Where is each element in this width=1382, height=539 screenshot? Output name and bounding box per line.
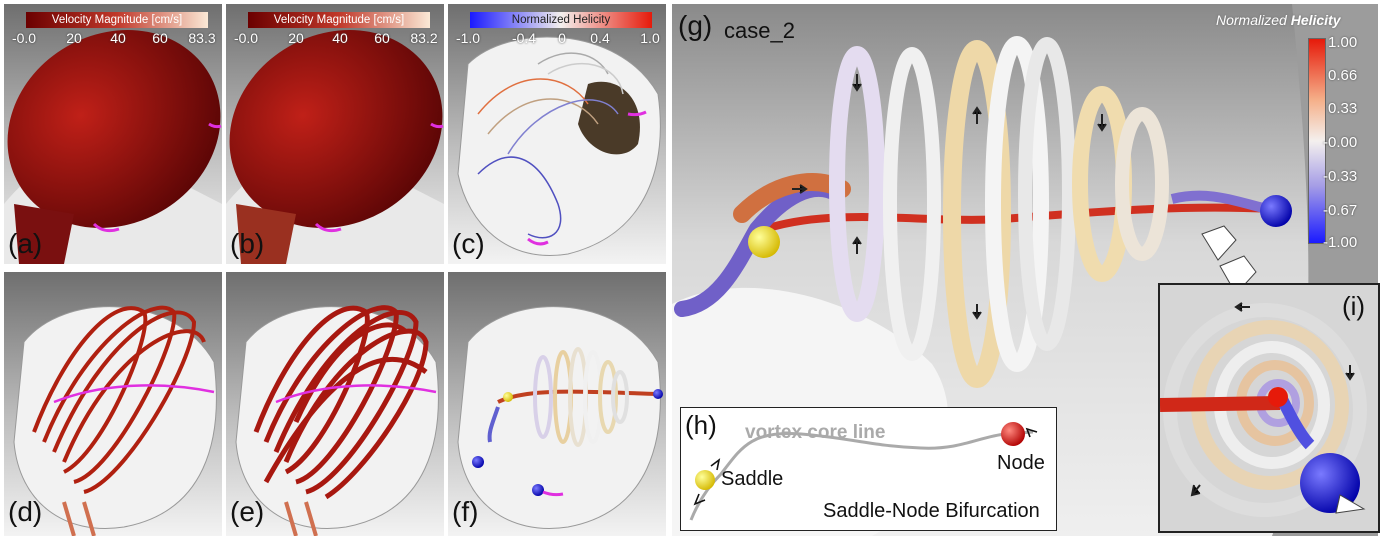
- tick: 83.2: [410, 30, 438, 46]
- panel-label: (c): [452, 228, 485, 259]
- tick: 40: [110, 30, 126, 46]
- core-line-label: vortex core line: [745, 422, 886, 443]
- tick: -0.4: [511, 30, 537, 46]
- panel-d: (d): [4, 272, 222, 536]
- saddle-label: Saddle: [721, 468, 784, 490]
- panel-label: (d): [8, 496, 43, 527]
- panel-a: Velocity Magnitude [cm/s] -0.0 20 40 60 …: [4, 4, 222, 264]
- helicity-colorbar: [1308, 38, 1326, 244]
- colorbar-velocity: Velocity Magnitude [cm/s]: [26, 12, 208, 28]
- legend-tick: -0.00: [1323, 134, 1358, 151]
- ribbon-arrows: [792, 74, 1107, 320]
- panel-label: (b): [230, 228, 265, 259]
- panel-f: (f): [448, 272, 666, 536]
- node-point: [653, 389, 663, 399]
- node-point: [1260, 195, 1292, 227]
- panel-c-render: [448, 4, 666, 264]
- legend-tick: -1.00: [1323, 234, 1358, 251]
- core-line-curve: [689, 430, 1034, 521]
- tick: 1.0: [640, 30, 660, 46]
- vortex-tubes: [253, 305, 429, 500]
- colorbar-ticks: -1.0 -0.4 0 0.4 1.0: [452, 30, 664, 48]
- legend-tick: 0.33: [1328, 100, 1358, 117]
- node-label: Node: [997, 452, 1045, 474]
- tick: -0.0: [233, 30, 259, 46]
- colorbar-title: Velocity Magnitude [cm/s]: [51, 14, 183, 26]
- tick: 0: [558, 30, 566, 46]
- legend-tick: -0.67: [1323, 202, 1358, 219]
- tick: 83.3: [188, 30, 216, 46]
- tick: 60: [152, 30, 168, 46]
- panel-h: (h) vortex core line Saddle Node Saddle-…: [680, 407, 1057, 531]
- colorbar-velocity: Velocity Magnitude [cm/s]: [248, 12, 430, 28]
- saddle-point: [748, 226, 780, 258]
- panel-label: (g): [678, 10, 713, 41]
- tick: -1.0: [455, 30, 481, 46]
- bifurcation-schematic: [689, 422, 1038, 521]
- tick: 20: [66, 30, 82, 46]
- panel-f-render: [448, 272, 666, 536]
- panel-label: (a): [8, 228, 43, 259]
- panel-a-render: [4, 4, 222, 264]
- streamline-bundle: [7, 30, 221, 228]
- colorbar-helicity: Normalized Helicity: [470, 12, 652, 28]
- tick: 0.4: [590, 30, 610, 46]
- cut-curve: [53, 384, 215, 404]
- panel-label: (i): [1342, 291, 1366, 321]
- node-sphere: [1001, 422, 1025, 446]
- panel-label: (h): [685, 410, 717, 440]
- panel-e-render: [226, 272, 444, 536]
- helical-ribbons: [533, 347, 629, 447]
- tick: -0.0: [11, 30, 37, 46]
- caption: Saddle-Node Bifurcation: [823, 500, 1040, 522]
- helicity-streamlines: [477, 52, 624, 239]
- case-name: case_2: [724, 18, 795, 43]
- cut-curve: [92, 222, 120, 233]
- panel-label: (f): [452, 496, 479, 527]
- legend-tick: 1.00: [1328, 34, 1358, 51]
- panel-b-render: [226, 4, 444, 264]
- legend-title: Normalized Helicity: [1216, 12, 1341, 28]
- saddle-sphere: [695, 470, 715, 490]
- cut-curve: [314, 222, 342, 233]
- panel-i-render: [1160, 285, 1378, 531]
- cut-curve: [275, 384, 437, 404]
- tick: 20: [288, 30, 304, 46]
- colorbar-title: Velocity Magnitude [cm/s]: [273, 14, 405, 26]
- panel-i: (i): [1158, 283, 1380, 533]
- colorbar-ticks: -0.0 20 40 60 83.3: [8, 30, 220, 48]
- panel-label: (e): [230, 496, 265, 527]
- vortex-tubes: [32, 305, 206, 494]
- legend-title-bold: Helicity: [1290, 12, 1341, 28]
- colorbar-title: Normalized Helicity: [511, 14, 611, 26]
- legend-tick: -0.33: [1323, 168, 1358, 185]
- legend-title-normal: Normalized: [1216, 12, 1291, 28]
- panel-e: (e): [226, 272, 444, 536]
- saddle-point: [503, 392, 513, 402]
- tick: 40: [332, 30, 348, 46]
- ribbon-arrows: [1190, 302, 1355, 497]
- panel-c: Normalized Helicity -1.0 -0.4 0 0.4 1.0 …: [448, 4, 666, 264]
- colorbar-ticks: -0.0 20 40 60 83.2: [230, 30, 442, 48]
- helical-ribbons: [674, 36, 1169, 388]
- tick: 60: [374, 30, 390, 46]
- streamline-bundle: [229, 30, 443, 228]
- panel-d-render: [4, 272, 222, 536]
- legend-tick: 0.66: [1328, 67, 1358, 84]
- panel-b: Velocity Magnitude [cm/s] -0.0 20 40 60 …: [226, 4, 444, 264]
